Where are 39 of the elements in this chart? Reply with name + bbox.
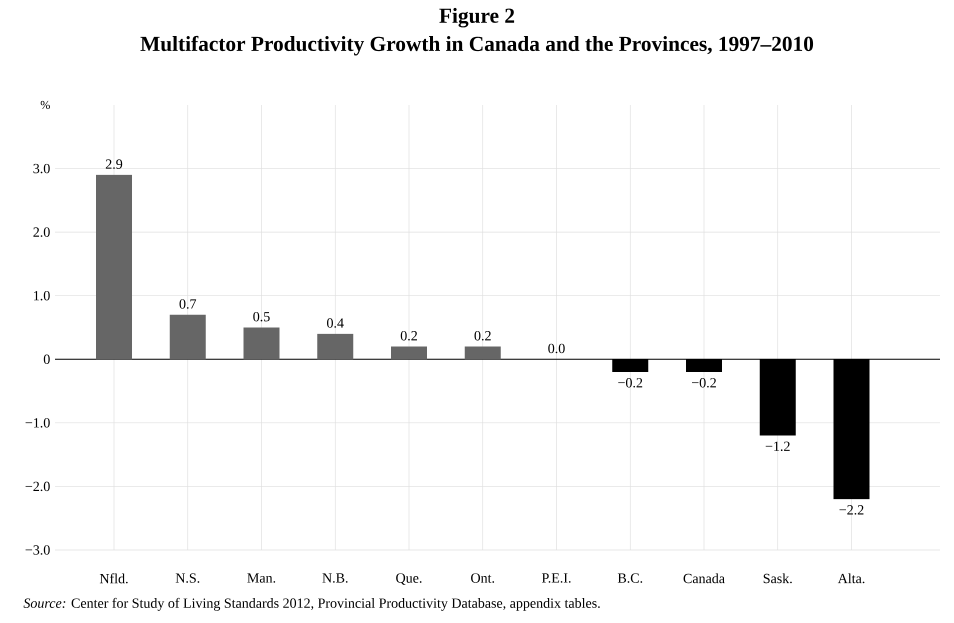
y-tick-label: 1.0 bbox=[34, 290, 50, 300]
data-label: −1.2 bbox=[766, 442, 790, 452]
x-tick-label: Ont. bbox=[471, 573, 494, 583]
x-tick-label: Sask. bbox=[764, 573, 792, 584]
x-tick-label: P.E.I. bbox=[542, 573, 571, 583]
x-tick-label: N.S. bbox=[176, 573, 200, 583]
bar bbox=[244, 327, 280, 360]
chart-title: Figure 2 bbox=[439, 8, 514, 28]
data-label: 2.9 bbox=[106, 159, 122, 169]
data-label: 0.5 bbox=[253, 312, 270, 322]
text: Source: Center for Study of Living Standards 2012, Provincial Productivity Database, appendix tables. bbox=[24, 598, 600, 611]
x-tick-label: Canada bbox=[684, 573, 725, 584]
data-label: 0.4 bbox=[327, 318, 344, 328]
x-tick-label: Man. bbox=[247, 573, 276, 583]
y-tick-label: 2.0 bbox=[33, 227, 50, 237]
data-label: 0.7 bbox=[180, 299, 196, 309]
y-tick-label: −2.0 bbox=[26, 482, 50, 492]
x-tick-label: N.B. bbox=[322, 573, 348, 583]
x-tick-label: Que. bbox=[396, 573, 422, 585]
chart-subtitle: Multifactor Productivity Growth in Canada and the Provinces, 1997–2010 bbox=[140, 36, 814, 56]
data-label: 0.0 bbox=[548, 344, 565, 354]
data-label: −0.2 bbox=[692, 378, 716, 388]
bar bbox=[96, 174, 132, 360]
x-tick-label: Nfld. bbox=[100, 573, 128, 584]
y-tick-label: 0 bbox=[44, 354, 50, 364]
y-tick-label: −1.0 bbox=[26, 418, 50, 428]
data-label: 0.2 bbox=[474, 331, 491, 341]
data-label: −0.2 bbox=[618, 378, 642, 388]
bar bbox=[317, 334, 354, 360]
data-label: 0.2 bbox=[400, 331, 417, 341]
y-axis-title: % bbox=[40, 100, 50, 110]
bar bbox=[464, 346, 501, 360]
y-tick-label: −3.0 bbox=[26, 545, 50, 555]
data-label: −2.2 bbox=[839, 505, 864, 515]
bar bbox=[170, 314, 206, 360]
x-tick-label: Alta. bbox=[838, 573, 864, 584]
x-tick-label: B.C. bbox=[618, 573, 642, 583]
y-tick-label: 3.0 bbox=[33, 164, 50, 174]
bar bbox=[391, 346, 428, 360]
